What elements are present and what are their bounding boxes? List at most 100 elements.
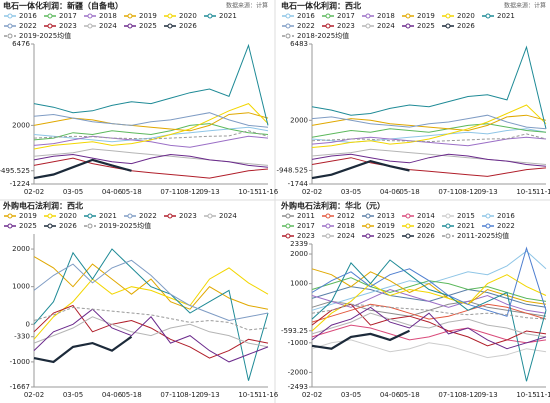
legend-dot — [285, 33, 291, 39]
chart-title: 外购电石法利润：华北（元） — [281, 201, 385, 211]
series-line — [311, 104, 547, 148]
chart-title: 电石一体化利润：新疆（自备电） — [3, 1, 123, 11]
series-line — [33, 135, 269, 148]
legend-dot — [485, 13, 491, 19]
series-line — [33, 123, 269, 141]
legend-dot — [7, 213, 13, 219]
x-tick-label: 08-12 — [458, 391, 478, 399]
legend-label: 2026 — [179, 22, 197, 30]
series-line — [33, 267, 269, 340]
legend-label: 2024 — [337, 232, 355, 240]
legend-dot — [167, 13, 173, 19]
legend-dot — [405, 23, 411, 29]
legend-label: 2019 — [139, 12, 157, 20]
x-tick-label: 09-13 — [477, 391, 497, 399]
y-tick-label: 1000 — [12, 283, 30, 291]
legend-dot — [7, 13, 13, 19]
series-line — [33, 259, 269, 322]
legend-label: 2020 — [417, 222, 435, 230]
x-tick-label: 05-18 — [121, 391, 141, 399]
legend-dot — [7, 23, 13, 29]
series-line — [33, 306, 269, 331]
legend-dot — [285, 213, 291, 219]
legend-label: 2022 — [19, 22, 37, 30]
x-tick-label: 04-06 — [102, 188, 123, 196]
y-tick-label: -2493 — [288, 383, 308, 391]
legend-dot — [47, 13, 53, 19]
x-tick-label: 07-11 — [160, 391, 180, 399]
legend-label: 2026 — [59, 222, 77, 230]
legend-label: 2013 — [377, 212, 395, 220]
x-tick-label: 11-16 — [536, 391, 550, 399]
legend-dot — [285, 233, 291, 239]
series-line — [311, 306, 547, 350]
y-tick-label: 2000 — [290, 116, 308, 124]
legend-dot — [207, 13, 213, 19]
series-line — [311, 288, 547, 314]
series-line — [311, 153, 547, 167]
series-line — [311, 45, 547, 129]
legend-label: 2015 — [457, 212, 475, 220]
series-line — [33, 112, 269, 128]
series-line — [311, 114, 547, 130]
legend-label: 2023 — [337, 22, 355, 30]
legend-label: 2025 — [377, 232, 395, 240]
legend-dot — [365, 13, 371, 19]
legend-dot — [285, 23, 291, 29]
legend-label: 2019-2025均值 — [99, 221, 151, 230]
series-line — [311, 133, 547, 143]
x-tick-label: 10-15 — [516, 188, 536, 196]
x-tick-label: 10-15 — [238, 391, 258, 399]
legend-label: 2014 — [417, 212, 435, 220]
legend-label: 2022 — [139, 212, 157, 220]
x-tick-label: 07-11 — [438, 391, 458, 399]
source: 数据来源：计算 — [504, 2, 546, 10]
y-tick-label: 2339 — [290, 240, 308, 248]
legend-label: 2023 — [179, 212, 197, 220]
legend-dot — [325, 213, 331, 219]
x-tick-label: 09-13 — [477, 188, 497, 196]
x-tick-label: 10-15 — [238, 188, 258, 196]
legend-dot — [325, 23, 331, 29]
x-tick-label: 05-18 — [399, 391, 419, 399]
legend-dot — [167, 23, 173, 29]
legend-dot — [325, 233, 331, 239]
legend-dot — [325, 223, 331, 229]
y-tick-label: -1224 — [10, 180, 31, 188]
series-line — [311, 303, 547, 320]
y-tick-label: 1000 — [290, 280, 308, 288]
legend-label: 2018 — [377, 12, 395, 20]
y-tick-label: -948.525 — [277, 166, 308, 174]
legend-label: 2026 — [457, 22, 475, 30]
x-tick-label: 05-18 — [121, 188, 141, 196]
legend-label: 2016 — [19, 12, 37, 20]
series-line — [311, 157, 547, 177]
series-line — [33, 157, 269, 179]
legend-label: 2020 — [179, 12, 197, 20]
series-line — [33, 248, 269, 381]
legend-dot — [87, 13, 93, 19]
legend-dot — [485, 213, 491, 219]
x-tick-label: 09-13 — [199, 391, 219, 399]
legend-label: 2026 — [417, 232, 435, 240]
x-tick-label: 04-06 — [380, 188, 401, 196]
series-line — [311, 123, 547, 138]
legend-dot — [445, 213, 451, 219]
legend-dot — [127, 213, 133, 219]
legend-label: 2019 — [417, 12, 435, 20]
legend-dot — [47, 223, 53, 229]
x-tick-label: 03-05 — [63, 188, 83, 196]
legend-label: 2021 — [457, 222, 475, 230]
y-tick-label: 6483 — [290, 40, 308, 48]
series-line — [311, 159, 410, 180]
legend-dot — [365, 213, 371, 219]
series-line — [33, 304, 269, 359]
x-tick-label: 10-15 — [516, 391, 536, 399]
legend-label: 2024 — [99, 22, 117, 30]
legend-dot — [127, 23, 133, 29]
legend-label: 2019 — [19, 212, 37, 220]
series-line — [33, 158, 132, 180]
y-tick-label: -1744 — [288, 180, 309, 188]
legend-dot — [445, 13, 451, 19]
series-line — [33, 335, 133, 364]
